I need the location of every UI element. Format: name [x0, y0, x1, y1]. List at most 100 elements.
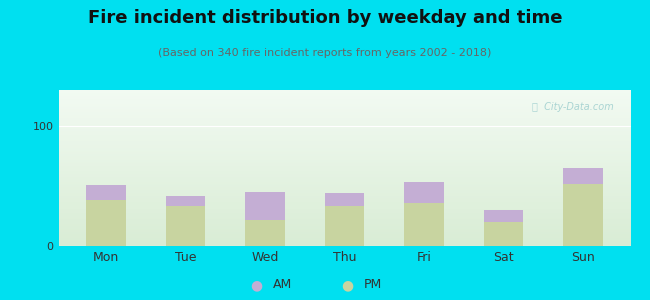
Bar — [58, 206, 630, 207]
Bar — [58, 116, 630, 118]
Bar — [58, 163, 630, 165]
Bar — [58, 167, 630, 168]
Bar — [58, 90, 630, 92]
Bar — [58, 179, 630, 181]
Bar — [58, 198, 630, 199]
Bar — [58, 216, 630, 218]
Bar — [58, 220, 630, 221]
Bar — [58, 157, 630, 159]
Bar — [58, 103, 630, 104]
Bar — [484, 222, 523, 246]
Bar — [58, 110, 630, 112]
Bar — [58, 207, 630, 208]
Bar — [58, 185, 630, 187]
Bar — [58, 177, 630, 179]
Bar — [58, 237, 630, 238]
Bar — [58, 143, 630, 145]
Bar — [563, 184, 603, 246]
Text: ●: ● — [251, 278, 263, 292]
Bar — [58, 135, 630, 137]
Text: Fire incident distribution by weekday and time: Fire incident distribution by weekday an… — [88, 9, 562, 27]
Bar — [58, 187, 630, 188]
Bar — [58, 241, 630, 243]
Bar — [58, 152, 630, 154]
Bar — [58, 121, 630, 123]
Bar — [58, 229, 630, 230]
Bar — [58, 142, 630, 143]
Bar — [58, 230, 630, 232]
Bar — [58, 191, 630, 193]
Bar — [58, 194, 630, 196]
Bar — [58, 168, 630, 170]
Bar — [58, 235, 630, 237]
Bar — [58, 120, 630, 121]
Bar — [58, 232, 630, 233]
Bar — [58, 140, 630, 142]
Bar — [58, 190, 630, 191]
Bar — [58, 173, 630, 174]
Bar — [58, 124, 630, 126]
Bar — [58, 174, 630, 176]
Bar — [58, 155, 630, 157]
Text: ●: ● — [342, 278, 354, 292]
Bar — [58, 233, 630, 235]
Bar — [58, 213, 630, 215]
Bar — [58, 134, 630, 135]
Bar — [58, 193, 630, 194]
Bar — [58, 201, 630, 202]
Bar — [58, 126, 630, 128]
Bar — [58, 154, 630, 155]
Bar — [58, 182, 630, 184]
Bar — [58, 227, 630, 229]
Bar — [58, 160, 630, 162]
Bar — [58, 226, 630, 227]
Bar — [58, 223, 630, 224]
Bar — [58, 176, 630, 177]
Bar — [58, 221, 630, 223]
Bar — [166, 206, 205, 246]
Text: AM: AM — [273, 278, 292, 292]
Bar — [58, 118, 630, 120]
Bar — [58, 123, 630, 124]
Bar — [58, 244, 630, 246]
Text: (Based on 340 fire incident reports from years 2002 - 2018): (Based on 340 fire incident reports from… — [159, 48, 491, 58]
Bar — [58, 106, 630, 107]
Bar — [58, 240, 630, 241]
Bar — [166, 196, 205, 206]
Bar — [58, 238, 630, 240]
Bar — [58, 224, 630, 226]
Bar — [58, 169, 630, 171]
Bar — [58, 184, 630, 185]
Bar — [58, 104, 630, 106]
Bar — [58, 130, 630, 132]
Bar — [58, 112, 630, 113]
Bar — [58, 208, 630, 210]
Bar — [86, 200, 126, 246]
Bar — [324, 193, 365, 206]
Bar — [58, 115, 630, 116]
Bar — [404, 203, 444, 246]
Bar — [245, 220, 285, 246]
Bar — [58, 159, 630, 160]
Bar — [58, 96, 630, 98]
Bar — [58, 148, 630, 149]
Bar — [58, 146, 630, 148]
Text: PM: PM — [364, 278, 382, 292]
Bar — [58, 149, 630, 151]
Bar — [245, 192, 285, 220]
Bar — [58, 212, 630, 213]
Bar — [58, 92, 630, 93]
Bar — [58, 138, 630, 140]
Bar — [484, 210, 523, 222]
Bar — [86, 185, 126, 200]
Bar — [58, 129, 630, 130]
Bar — [58, 181, 630, 182]
Bar — [58, 188, 630, 190]
Bar — [58, 196, 630, 198]
Bar — [404, 182, 444, 203]
Bar — [58, 204, 630, 206]
Bar — [58, 151, 630, 152]
Bar — [58, 132, 630, 134]
Bar — [58, 165, 630, 166]
Bar — [58, 162, 630, 163]
